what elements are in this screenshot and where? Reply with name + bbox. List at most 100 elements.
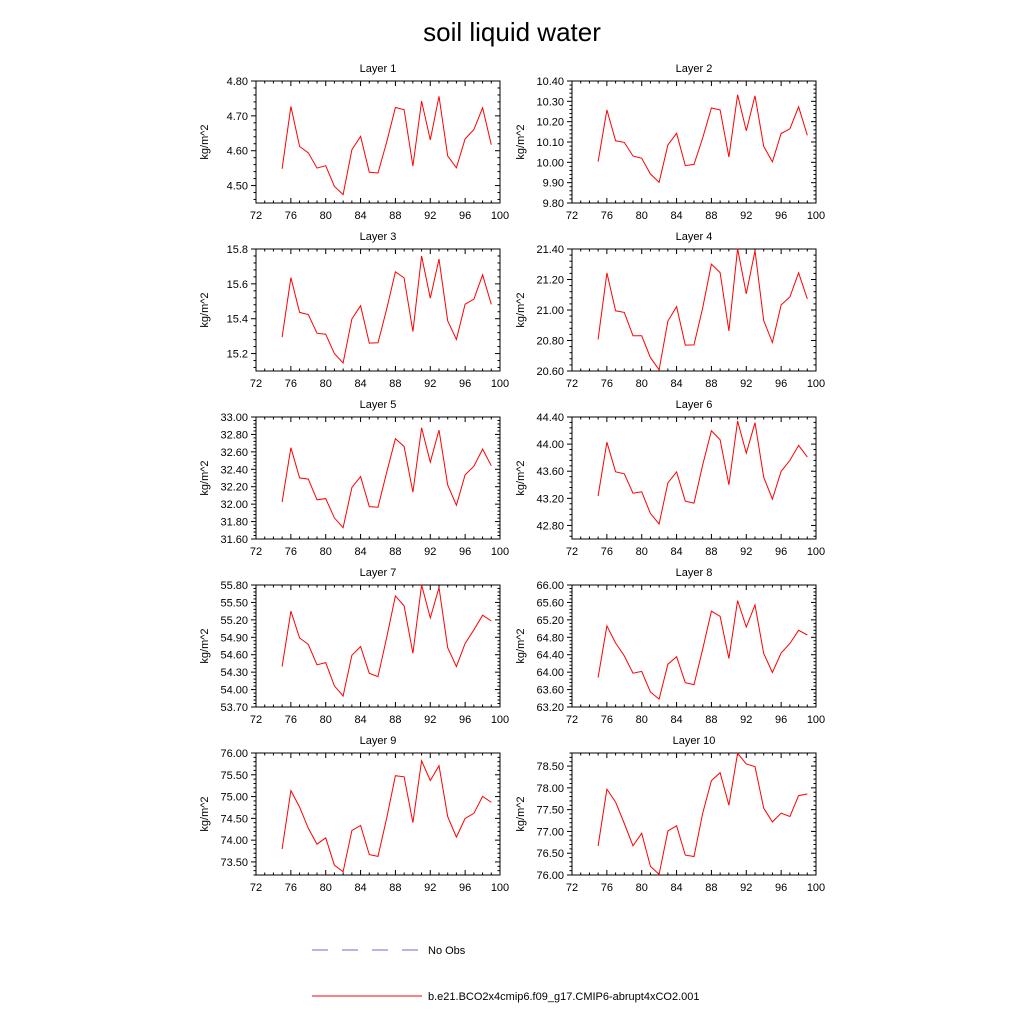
legend: No Obs b.e21.BCO2x4cmip6.f09_g17.CMIP6-a… xyxy=(312,945,700,1003)
x-tick-label: 84 xyxy=(354,882,366,894)
legend-label: No Obs xyxy=(428,945,466,957)
x-tick-label: 88 xyxy=(705,882,717,894)
y-tick-label: 78.00 xyxy=(536,783,564,795)
y-tick-label: 66.00 xyxy=(536,580,564,592)
y-tick-label: 9.90 xyxy=(543,178,564,190)
series-line xyxy=(598,601,807,700)
y-axis-label: kg/m^2 xyxy=(515,628,527,663)
x-tick-label: 76 xyxy=(285,882,297,894)
y-tick-label: 4.50 xyxy=(227,181,248,193)
y-axis-label: kg/m^2 xyxy=(515,292,527,327)
y-tick-label: 53.70 xyxy=(220,702,248,714)
x-tick-label: 96 xyxy=(459,210,471,222)
y-tick-label: 42.80 xyxy=(536,520,564,532)
x-tick-label: 72 xyxy=(566,378,578,390)
y-tick-label: 54.60 xyxy=(220,650,248,662)
y-tick-label: 74.50 xyxy=(220,813,248,825)
x-tick-label: 72 xyxy=(250,210,262,222)
y-tick-label: 15.4 xyxy=(227,314,248,326)
x-tick-label: 96 xyxy=(775,210,787,222)
x-tick-label: 96 xyxy=(775,714,787,726)
y-tick-label: 20.80 xyxy=(536,336,564,348)
y-axis-label: kg/m^2 xyxy=(199,460,211,495)
y-axis-label: kg/m^2 xyxy=(199,292,211,327)
legend-label: b.e21.BCO2x4cmip6.f09_g17.CMIP6-abrupt4x… xyxy=(428,991,700,1003)
chart-panel-layer-3: Layer 3 kg/m^2 72 76 80 84 88 92 96 100 15.2 15.4 15… xyxy=(199,231,509,390)
y-tick-label: 76.50 xyxy=(536,848,564,860)
y-tick-label: 64.80 xyxy=(536,632,564,644)
legend-item-no-obs: No Obs xyxy=(312,945,466,957)
x-tick-label: 88 xyxy=(389,714,401,726)
x-tick-label: 84 xyxy=(670,714,682,726)
x-tick-label: 72 xyxy=(250,378,262,390)
x-tick-label: 92 xyxy=(740,210,752,222)
x-tick-label: 100 xyxy=(491,882,509,894)
chart-panel-layer-5: Layer 5 kg/m^2 72 76 80 84 88 92 96 100 31.60 31.80… xyxy=(199,399,509,558)
x-tick-label: 92 xyxy=(424,546,436,558)
panel-title: Layer 5 xyxy=(360,399,397,411)
x-tick-label: 72 xyxy=(566,546,578,558)
chart-panel-layer-10: Layer 10 kg/m^2 72 76 80 84 88 92 96 100 76.00 76.5… xyxy=(515,735,825,894)
y-axis-label: kg/m^2 xyxy=(515,124,527,159)
y-tick-label: 55.20 xyxy=(220,615,248,627)
panel-title: Layer 2 xyxy=(676,63,713,75)
y-tick-label: 10.00 xyxy=(536,157,564,169)
x-tick-label: 84 xyxy=(354,714,366,726)
plot-frame xyxy=(572,81,816,203)
y-tick-label: 54.00 xyxy=(220,685,248,697)
y-tick-label: 15.8 xyxy=(227,244,248,256)
y-tick-label: 32.20 xyxy=(220,482,248,494)
x-tick-label: 100 xyxy=(491,210,509,222)
x-tick-label: 76 xyxy=(601,378,613,390)
legend-item-model-run: b.e21.BCO2x4cmip6.f09_g17.CMIP6-abrupt4x… xyxy=(312,991,700,1003)
x-tick-label: 100 xyxy=(807,378,825,390)
x-tick-label: 80 xyxy=(636,714,648,726)
x-tick-label: 76 xyxy=(601,882,613,894)
y-tick-label: 21.40 xyxy=(536,244,564,256)
panel-title: Layer 6 xyxy=(676,399,713,411)
x-tick-label: 100 xyxy=(491,546,509,558)
y-tick-label: 32.40 xyxy=(220,464,248,476)
x-tick-label: 84 xyxy=(670,546,682,558)
x-tick-label: 96 xyxy=(459,378,471,390)
x-tick-label: 80 xyxy=(320,546,332,558)
y-axis-label: kg/m^2 xyxy=(199,796,211,831)
x-tick-label: 92 xyxy=(424,210,436,222)
x-tick-label: 72 xyxy=(566,714,578,726)
figure-title: soil liquid water xyxy=(423,17,601,47)
y-tick-label: 10.40 xyxy=(536,76,564,88)
x-tick-label: 80 xyxy=(636,882,648,894)
y-tick-label: 4.70 xyxy=(227,111,248,123)
x-tick-label: 100 xyxy=(491,714,509,726)
x-tick-label: 84 xyxy=(354,546,366,558)
y-tick-label: 65.60 xyxy=(536,597,564,609)
series-line xyxy=(598,753,807,874)
y-tick-label: 44.00 xyxy=(536,439,564,451)
x-tick-label: 80 xyxy=(636,210,648,222)
series-line xyxy=(282,428,491,528)
y-tick-label: 76.00 xyxy=(536,870,564,882)
y-tick-label: 63.20 xyxy=(536,702,564,714)
x-tick-label: 76 xyxy=(285,378,297,390)
y-tick-label: 44.40 xyxy=(536,412,564,424)
y-tick-label: 31.80 xyxy=(220,517,248,529)
y-tick-label: 65.20 xyxy=(536,615,564,627)
y-tick-label: 4.80 xyxy=(227,76,248,88)
y-tick-label: 10.20 xyxy=(536,117,564,129)
x-tick-label: 76 xyxy=(285,210,297,222)
panel-title: Layer 10 xyxy=(673,735,716,747)
x-tick-label: 92 xyxy=(424,882,436,894)
x-tick-label: 96 xyxy=(459,546,471,558)
panel-title: Layer 9 xyxy=(360,735,397,747)
x-tick-label: 100 xyxy=(807,882,825,894)
y-tick-label: 63.60 xyxy=(536,685,564,697)
x-tick-label: 72 xyxy=(250,546,262,558)
x-tick-label: 80 xyxy=(636,378,648,390)
x-tick-label: 100 xyxy=(807,210,825,222)
y-axis-label: kg/m^2 xyxy=(515,796,527,831)
x-tick-label: 88 xyxy=(389,546,401,558)
y-tick-label: 75.50 xyxy=(220,770,248,782)
y-tick-label: 77.00 xyxy=(536,826,564,838)
x-tick-label: 88 xyxy=(389,210,401,222)
y-tick-label: 43.20 xyxy=(536,493,564,505)
